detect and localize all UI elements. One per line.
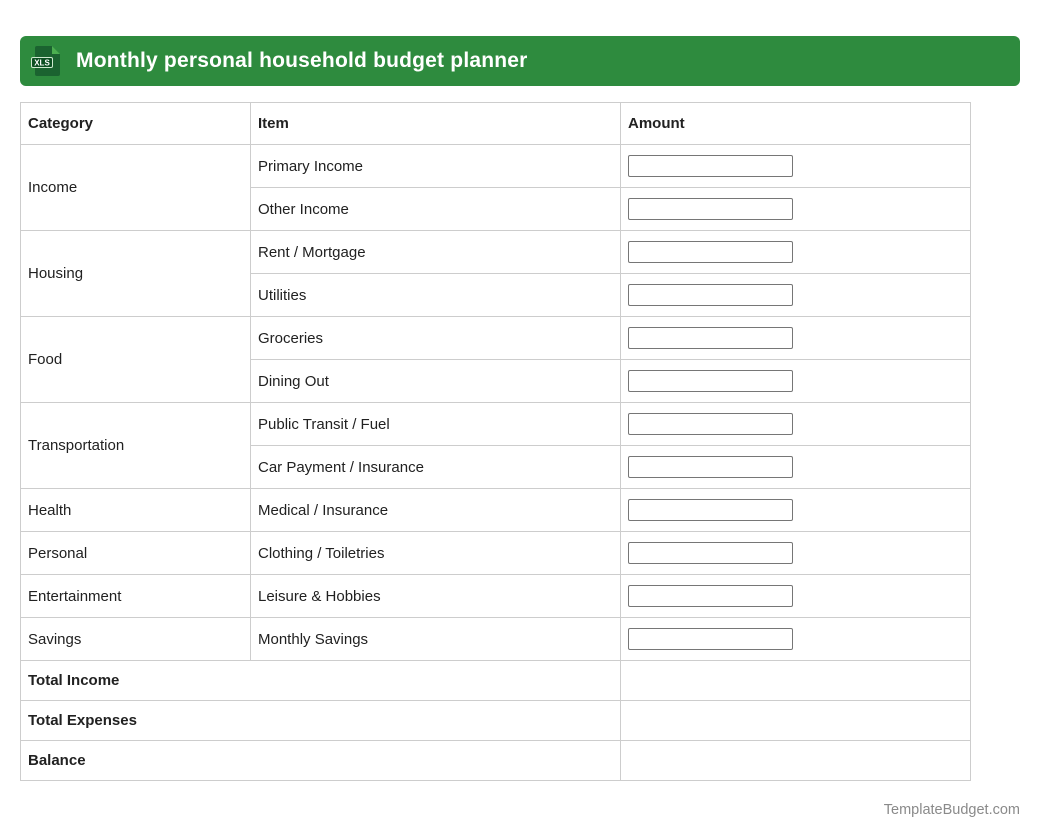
amount-cell bbox=[620, 144, 971, 188]
amount-input[interactable] bbox=[628, 628, 793, 650]
amount-input[interactable] bbox=[628, 456, 793, 478]
total-row-income: Total Income bbox=[20, 660, 971, 701]
amount-input[interactable] bbox=[628, 327, 793, 349]
item-cell: Groceries bbox=[250, 316, 621, 360]
amount-input[interactable] bbox=[628, 241, 793, 263]
amount-input[interactable] bbox=[628, 198, 793, 220]
amount-cell bbox=[620, 273, 971, 317]
amount-cell bbox=[620, 488, 971, 532]
item-cell: Primary Income bbox=[250, 144, 621, 188]
item-cell: Car Payment / Insurance bbox=[250, 445, 621, 489]
total-amount-cell bbox=[620, 700, 971, 741]
amount-cell bbox=[620, 617, 971, 661]
total-label: Total Income bbox=[20, 660, 621, 701]
table-row: Entertainment Leisure & Hobbies bbox=[20, 574, 971, 618]
page: XLS Monthly personal household budget pl… bbox=[20, 36, 1020, 818]
category-cell-transportation: Transportation bbox=[20, 402, 251, 489]
category-cell-entertainment: Entertainment bbox=[20, 574, 251, 618]
table-row: Housing Rent / Mortgage bbox=[20, 230, 971, 317]
item-cell: Public Transit / Fuel bbox=[250, 402, 621, 446]
category-cell-savings: Savings bbox=[20, 617, 251, 661]
table-row: Personal Clothing / Toiletries bbox=[20, 531, 971, 575]
xls-file-icon: XLS bbox=[31, 46, 60, 76]
table-row: Food Groceries bbox=[20, 316, 971, 403]
amount-cell bbox=[620, 445, 971, 489]
total-label: Balance bbox=[20, 740, 621, 781]
table-row: Income Primary Income bbox=[20, 144, 971, 231]
credit-text: TemplateBudget.com bbox=[883, 802, 1020, 818]
amount-cell bbox=[620, 187, 971, 231]
amount-input[interactable] bbox=[628, 499, 793, 521]
item-cell: Clothing / Toiletries bbox=[250, 531, 621, 575]
item-cell: Dining Out bbox=[250, 359, 621, 403]
column-header-category: Category bbox=[20, 102, 251, 145]
category-cell-personal: Personal bbox=[20, 531, 251, 575]
amount-cell bbox=[620, 574, 971, 618]
table-row: Other Income bbox=[21, 187, 971, 231]
amount-input[interactable] bbox=[628, 370, 793, 392]
item-cell: Other Income bbox=[250, 187, 621, 231]
amount-input[interactable] bbox=[628, 413, 793, 435]
xls-icon-label: XLS bbox=[34, 59, 50, 68]
column-header-amount: Amount bbox=[620, 102, 971, 145]
total-amount-cell bbox=[620, 740, 971, 781]
category-cell-health: Health bbox=[20, 488, 251, 532]
table-row: Car Payment / Insurance bbox=[21, 445, 971, 489]
amount-cell bbox=[620, 230, 971, 274]
column-header-item: Item bbox=[250, 102, 621, 145]
total-row-expenses: Total Expenses bbox=[20, 700, 971, 741]
amount-cell bbox=[620, 402, 971, 446]
amount-cell bbox=[620, 316, 971, 360]
total-label: Total Expenses bbox=[20, 700, 621, 741]
page-title: Monthly personal household budget planne… bbox=[76, 49, 528, 72]
category-cell-food: Food bbox=[20, 316, 251, 403]
amount-input[interactable] bbox=[628, 284, 793, 306]
budget-table: Category Item Amount Income Primary Inco… bbox=[20, 102, 971, 781]
amount-input[interactable] bbox=[628, 155, 793, 177]
table-row: Dining Out bbox=[21, 359, 971, 403]
category-cell-income: Income bbox=[20, 144, 251, 231]
item-cell: Monthly Savings bbox=[250, 617, 621, 661]
item-cell: Medical / Insurance bbox=[250, 488, 621, 532]
amount-cell bbox=[620, 359, 971, 403]
amount-cell bbox=[620, 531, 971, 575]
table-row: Savings Monthly Savings bbox=[20, 617, 971, 661]
table-row: Transportation Public Transit / Fuel bbox=[20, 402, 971, 489]
total-amount-cell bbox=[620, 660, 971, 701]
table-header-row: Category Item Amount bbox=[20, 102, 971, 145]
item-cell: Utilities bbox=[250, 273, 621, 317]
category-cell-housing: Housing bbox=[20, 230, 251, 317]
item-cell: Rent / Mortgage bbox=[250, 230, 621, 274]
amount-input[interactable] bbox=[628, 542, 793, 564]
table-row: Utilities bbox=[21, 273, 971, 317]
amount-input[interactable] bbox=[628, 585, 793, 607]
item-cell: Leisure & Hobbies bbox=[250, 574, 621, 618]
total-row-balance: Balance bbox=[20, 740, 971, 781]
table-row: Health Medical / Insurance bbox=[20, 488, 971, 532]
title-banner: XLS Monthly personal household budget pl… bbox=[20, 36, 1020, 86]
